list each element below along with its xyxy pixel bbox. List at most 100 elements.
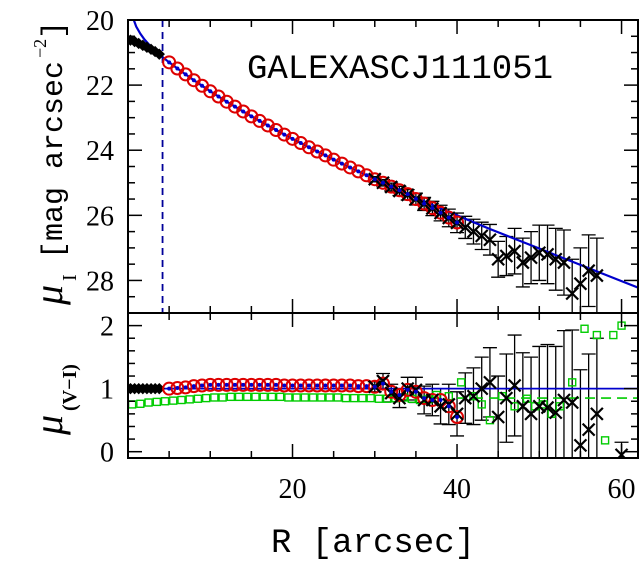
top-point-center: [413, 197, 418, 202]
bottom-point-square: [259, 392, 268, 402]
top-point-cross: [540, 247, 555, 262]
bottom-point-square: [317, 393, 326, 402]
top-point-center: [331, 157, 336, 162]
bottom-point-center: [339, 383, 344, 388]
bottom-point-square: [136, 399, 145, 408]
bottom-point-square: [144, 398, 153, 407]
top-point-circle: [285, 131, 300, 146]
bottom-point-square: [567, 378, 577, 387]
top-point-circle: [310, 144, 325, 159]
top-ytick-label: 20: [86, 6, 114, 37]
bottom-point-square: [477, 400, 486, 409]
bottom-point-square: [243, 392, 252, 402]
bottom-point-cross: [376, 374, 390, 388]
bottom-point-cross: [433, 399, 448, 414]
bottom-point-circle: [425, 393, 440, 407]
bottom-point-square: [185, 395, 194, 404]
bottom-point-center: [265, 382, 270, 387]
bottom-point-square: [152, 397, 161, 407]
top-point-center: [216, 94, 221, 99]
bottom-point-square: [210, 393, 219, 402]
bottom-point-circle: [260, 377, 275, 392]
bottom-ylabel: μ (V−I): [26, 364, 81, 436]
bottom-point-circle: [367, 379, 382, 394]
bottom-point-center: [224, 382, 229, 387]
top-point-center: [323, 153, 328, 158]
bottom-point-square: [510, 402, 519, 411]
bottom-point-center: [241, 382, 246, 387]
top-ytick-label: 24: [86, 136, 114, 167]
top-ylabel-close: ]: [38, 21, 72, 39]
top-point-center: [430, 206, 435, 211]
top-point-circle: [318, 148, 333, 163]
top-point-circle: [293, 136, 308, 151]
bottom-ylabel-mu: μ: [26, 415, 71, 436]
bottom-point-cross: [483, 375, 497, 390]
top-point-circle: [359, 168, 374, 183]
bottom-point-circle: [227, 377, 242, 392]
bottom-point-cross: [540, 400, 555, 415]
bottom-point-circle: [236, 377, 251, 392]
top-point-center: [257, 118, 262, 123]
top-point-circle: [334, 156, 349, 171]
top-point-center: [241, 109, 246, 114]
bottom-point-circle: [334, 378, 349, 393]
top-point-center: [249, 114, 254, 119]
bottom-point-center: [455, 415, 460, 420]
top-point-cross: [491, 252, 505, 267]
bottom-point-center: [364, 384, 369, 389]
bottom-point-square: [284, 393, 293, 402]
bottom-point-circle: [252, 377, 267, 392]
bottom-ytick-label: 2: [100, 312, 114, 343]
bottom-point-square: [308, 393, 318, 402]
bottom-point-cross: [573, 438, 588, 453]
bottom-point-center: [348, 383, 353, 388]
bottom-point-circle: [384, 384, 399, 399]
bottom-point-center: [430, 398, 435, 402]
bottom-ylabel-sub: (V−I): [59, 364, 81, 411]
bottom-point-center: [183, 385, 188, 390]
bottom-point-center: [389, 389, 394, 394]
bottom-point-square: [358, 393, 367, 403]
bottom-point-circle: [285, 378, 300, 393]
bottom-point-square: [234, 392, 244, 402]
top-ytick-label: 26: [86, 201, 114, 232]
bottom-point-circle: [343, 378, 358, 393]
top-point-center: [282, 132, 287, 137]
top-point-cross: [557, 255, 571, 270]
top-point-center: [200, 83, 205, 88]
top-point-center: [339, 161, 344, 166]
bottom-point-square: [341, 393, 351, 403]
bottom-point-circle: [310, 378, 325, 393]
bottom-point-square: [580, 324, 589, 333]
bottom-point-circle: [441, 399, 456, 414]
bottom-point-center: [200, 383, 205, 388]
top-point-cross: [516, 255, 530, 270]
bottom-point-square: [251, 392, 260, 402]
bottom-point-square: [325, 393, 334, 402]
bottom-point-circle: [203, 377, 218, 392]
top-point-cross: [483, 232, 497, 247]
top-point-center: [265, 123, 270, 128]
bottom-point-center: [438, 398, 443, 402]
top-point-circle: [343, 160, 358, 175]
bottom-point-cross: [458, 391, 473, 405]
bottom-point-cross: [557, 393, 571, 407]
top-point-cross: [590, 268, 604, 283]
bottom-point-square: [469, 392, 478, 401]
top-point-center: [290, 136, 295, 141]
bottom-ytick-label: 1: [100, 375, 114, 406]
bottom-point-cross: [450, 407, 464, 421]
top-point-cross: [573, 276, 588, 291]
top-point-circle: [277, 127, 292, 142]
bottom-point-square: [592, 330, 602, 340]
top-point-center: [232, 104, 237, 109]
bottom-point-center: [372, 384, 377, 389]
top-point-cross: [474, 229, 489, 243]
top-point-center: [175, 66, 180, 71]
bottom-point-circle: [400, 382, 415, 397]
top-point-center: [208, 89, 213, 94]
bottom-point-square: [374, 394, 384, 403]
bottom-point-square: [160, 397, 170, 406]
